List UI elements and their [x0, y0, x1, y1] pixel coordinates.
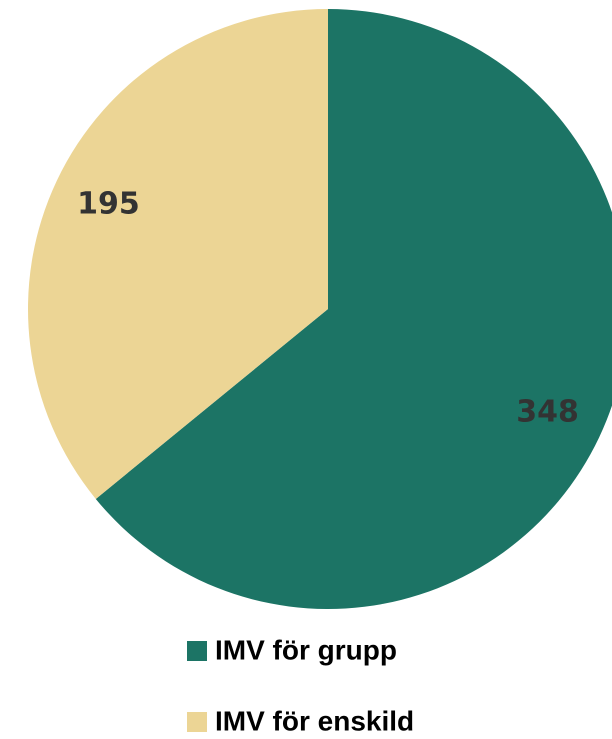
legend-label: IMV för enskild	[215, 705, 414, 736]
legend-label: IMV för grupp	[215, 634, 397, 665]
data-label: 348	[516, 395, 579, 430]
pie-slice	[95, 9, 612, 609]
pie-slice	[28, 9, 328, 499]
legend-swatch	[187, 712, 207, 732]
data-label: 195	[77, 186, 140, 221]
legend-swatch	[187, 641, 207, 661]
